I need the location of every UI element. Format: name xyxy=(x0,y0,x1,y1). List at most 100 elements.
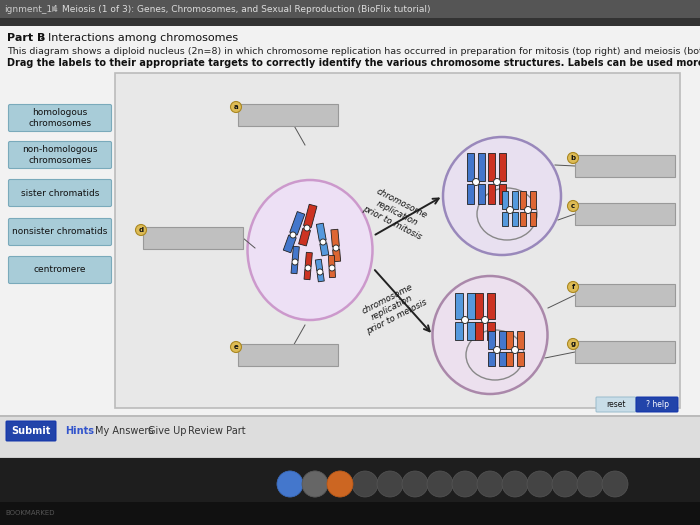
Circle shape xyxy=(302,471,328,497)
Bar xyxy=(317,273,324,282)
Circle shape xyxy=(568,281,578,292)
Circle shape xyxy=(507,206,514,214)
Bar xyxy=(499,331,506,349)
Circle shape xyxy=(327,471,353,497)
Circle shape xyxy=(230,341,241,352)
Text: chromosome
replication
prior to mitosis: chromosome replication prior to mitosis xyxy=(361,185,433,241)
Ellipse shape xyxy=(433,276,547,394)
Circle shape xyxy=(461,317,468,323)
Bar xyxy=(467,321,475,340)
Circle shape xyxy=(524,206,531,214)
Bar xyxy=(290,212,304,235)
Bar xyxy=(0,0,700,18)
Bar xyxy=(499,352,506,365)
Bar xyxy=(530,212,536,226)
FancyBboxPatch shape xyxy=(8,180,111,206)
FancyBboxPatch shape xyxy=(596,397,636,412)
FancyBboxPatch shape xyxy=(575,284,675,306)
Bar xyxy=(467,292,475,319)
Circle shape xyxy=(577,471,603,497)
Text: Give Up: Give Up xyxy=(148,426,186,436)
Circle shape xyxy=(568,152,578,163)
Bar xyxy=(0,18,700,26)
Bar xyxy=(475,292,483,319)
Text: sister chromatids: sister chromatids xyxy=(21,188,99,197)
Bar xyxy=(329,269,335,278)
Bar xyxy=(488,331,495,349)
Bar xyxy=(520,191,526,208)
Text: Submit: Submit xyxy=(11,426,50,436)
Bar xyxy=(315,259,323,271)
FancyBboxPatch shape xyxy=(8,257,111,284)
Text: a: a xyxy=(234,104,238,110)
FancyBboxPatch shape xyxy=(6,421,56,441)
Text: This diagram shows a diploid nucleus (2n=8) in which chromosome replication has : This diagram shows a diploid nucleus (2n… xyxy=(7,47,700,56)
FancyBboxPatch shape xyxy=(238,344,338,366)
Text: chromosome
replication
prior to meiosis: chromosome replication prior to meiosis xyxy=(356,279,428,337)
Circle shape xyxy=(352,471,378,497)
Text: Meiosis (1 of 3): Genes, Chromosomes, and Sexual Reproduction (BioFlix tutorial): Meiosis (1 of 3): Genes, Chromosomes, an… xyxy=(62,5,430,14)
FancyBboxPatch shape xyxy=(575,155,675,177)
Text: Review Part: Review Part xyxy=(188,426,246,436)
Bar xyxy=(488,184,495,204)
Text: - Interactions among chromosomes: - Interactions among chromosomes xyxy=(37,33,238,43)
Circle shape xyxy=(277,471,303,497)
Bar xyxy=(331,229,340,247)
Bar xyxy=(488,352,495,365)
Bar xyxy=(305,253,312,267)
Circle shape xyxy=(512,346,519,353)
FancyBboxPatch shape xyxy=(8,218,111,246)
Bar xyxy=(284,235,296,253)
Bar xyxy=(488,152,495,181)
Bar xyxy=(291,263,298,274)
Bar xyxy=(517,352,524,365)
Circle shape xyxy=(320,239,326,245)
Text: Hints: Hints xyxy=(65,426,94,436)
Bar xyxy=(517,331,524,349)
Text: c: c xyxy=(571,203,575,209)
Bar xyxy=(499,152,506,181)
Circle shape xyxy=(292,259,298,265)
Circle shape xyxy=(304,225,310,231)
Text: My Answers: My Answers xyxy=(95,426,153,436)
Bar xyxy=(467,152,474,181)
FancyBboxPatch shape xyxy=(8,104,111,131)
Bar xyxy=(299,228,311,246)
Bar xyxy=(530,191,536,208)
Bar xyxy=(320,243,329,256)
Circle shape xyxy=(473,178,480,185)
Circle shape xyxy=(333,245,339,251)
Circle shape xyxy=(290,232,296,238)
Circle shape xyxy=(402,471,428,497)
Circle shape xyxy=(552,471,578,497)
Bar xyxy=(316,223,326,241)
Bar xyxy=(115,73,680,408)
Circle shape xyxy=(602,471,628,497)
Circle shape xyxy=(452,471,478,497)
Circle shape xyxy=(329,265,335,271)
Circle shape xyxy=(477,471,503,497)
Circle shape xyxy=(277,471,303,497)
Ellipse shape xyxy=(443,137,561,255)
Circle shape xyxy=(377,471,403,497)
Text: b: b xyxy=(570,155,575,161)
Circle shape xyxy=(427,471,453,497)
Bar xyxy=(512,191,518,208)
Bar xyxy=(478,152,485,181)
Bar xyxy=(478,184,485,204)
Circle shape xyxy=(317,269,323,275)
Bar xyxy=(506,331,513,349)
Ellipse shape xyxy=(248,180,372,320)
Text: Part B: Part B xyxy=(7,33,46,43)
Bar xyxy=(328,255,335,267)
Bar xyxy=(455,292,463,319)
Circle shape xyxy=(494,346,500,353)
Bar xyxy=(512,212,518,226)
Text: g: g xyxy=(570,341,575,347)
FancyBboxPatch shape xyxy=(238,104,338,126)
Bar xyxy=(506,352,513,365)
Text: non-homologous
chromosomes: non-homologous chromosomes xyxy=(22,145,98,165)
Bar xyxy=(475,321,483,340)
Circle shape xyxy=(494,178,500,185)
Text: reset: reset xyxy=(606,400,626,409)
